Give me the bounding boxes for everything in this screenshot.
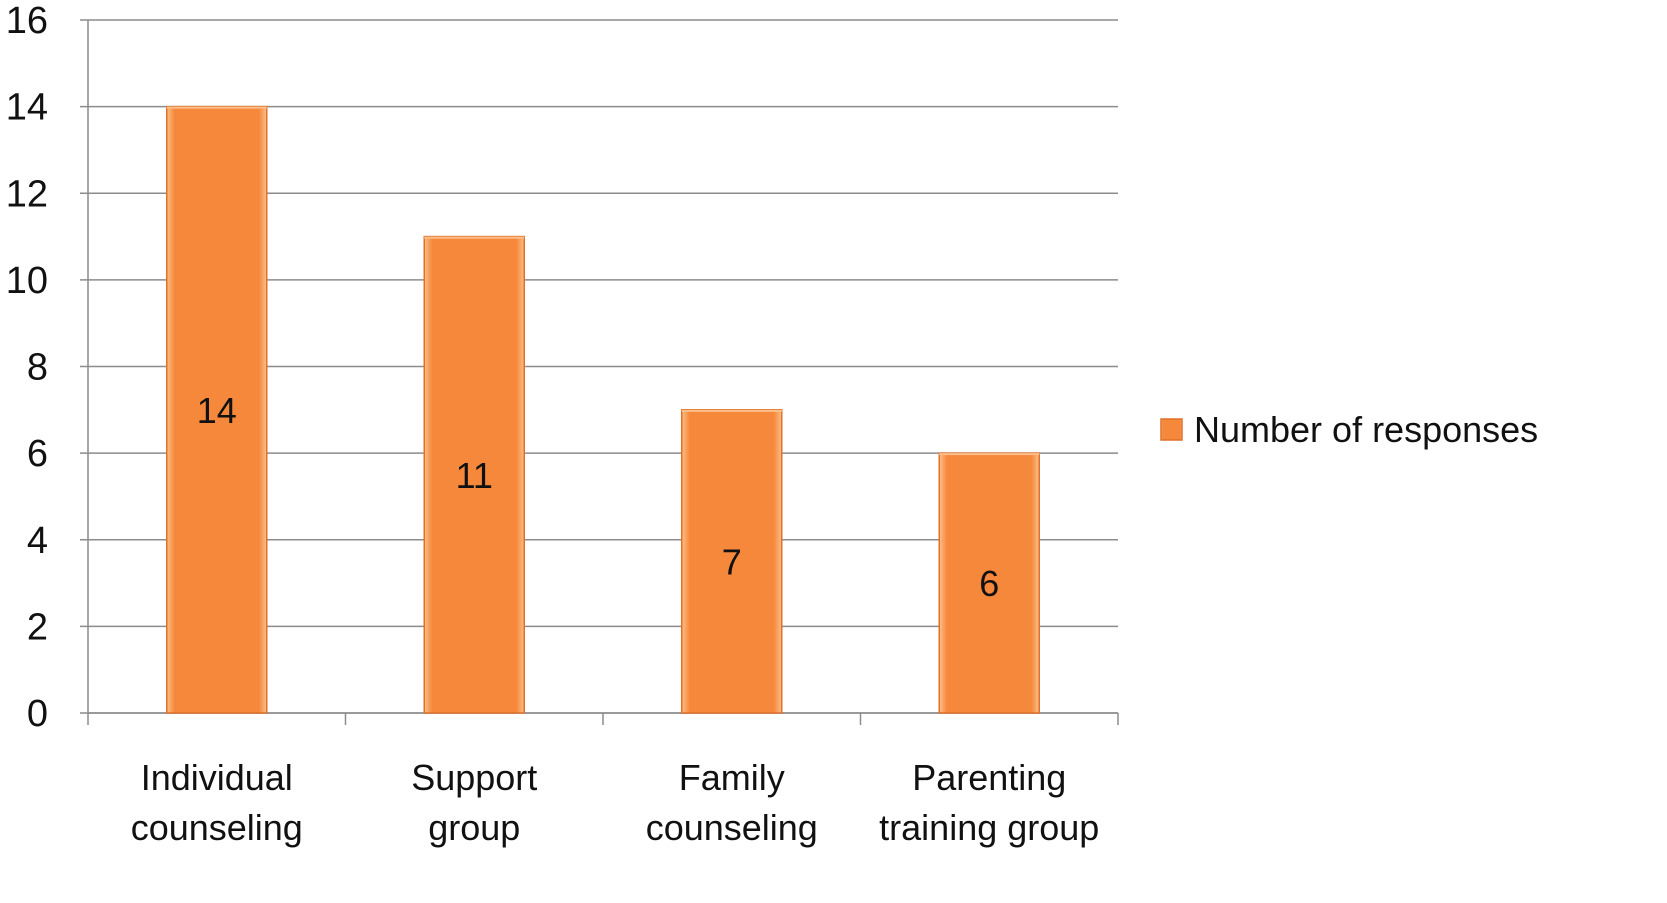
data-labels: 14 11 7 6 [197,390,1000,604]
x-category-label: counseling [131,807,303,848]
x-category-label: counseling [646,807,818,848]
x-axis-labels: Individual counseling Support group Family co… [131,757,1100,848]
y-axis-ticks: 0 2 4 6 8 10 12 14 16 [6,0,48,735]
x-category-label: Family [679,757,785,798]
x-category-label: training group [879,807,1099,848]
bar [938,452,1040,714]
bar [166,105,268,714]
y-tick-label: 16 [6,0,48,42]
legend-swatch [1160,418,1183,441]
x-category-label: Parenting [912,757,1066,798]
x-category-label: Individual [141,757,293,798]
y-tick-label: 14 [6,87,48,129]
x-category-label: Support [411,757,537,798]
bars [166,105,1040,714]
bar [423,235,525,714]
legend: Number of responses [1160,409,1538,450]
y-tick-label: 10 [6,260,48,302]
y-tick-label: 6 [27,433,48,475]
data-label: 11 [456,455,493,496]
y-tick-label: 2 [27,606,48,648]
y-tick-label: 0 [27,693,48,735]
y-tick-label: 12 [6,173,48,215]
y-tick-label: 8 [27,347,48,389]
data-label: 7 [722,541,742,582]
data-label: 6 [979,563,999,604]
data-label: 14 [197,390,237,431]
y-tick-label: 4 [27,520,48,562]
legend-label: Number of responses [1194,409,1538,450]
x-category-label: group [428,807,520,848]
